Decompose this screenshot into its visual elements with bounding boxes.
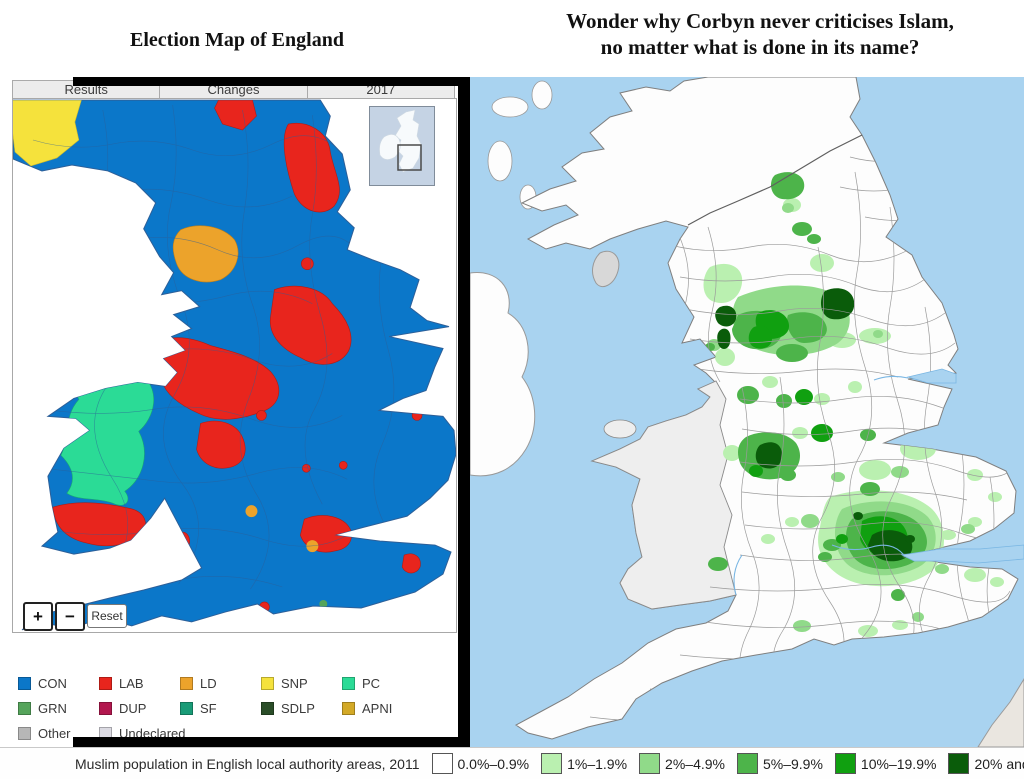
population-range-label: 2%–4.9% [665,755,725,772]
population-legend-item: 10%–19.9% [834,753,937,774]
region-other [155,296,172,313]
party-color-swatch [342,677,355,690]
party-color-swatch [99,727,112,740]
population-legend-item: 0.0%–0.9% [431,753,530,774]
population-map-panel [469,76,1024,748]
party-label: SNP [281,676,308,691]
population-map-canvas [469,76,1024,748]
population-range-label: 20% and more [974,755,1024,772]
estuaries [900,368,1024,564]
population-color-swatch [639,753,661,774]
party-label: LD [200,676,217,691]
zoom-out-button[interactable]: − [55,602,85,631]
map-tab[interactable]: Results [13,81,161,98]
population-legend-item: 2%–4.9% [639,753,725,774]
map-tab[interactable]: 2017 [307,81,454,98]
region-snp [13,100,84,167]
population-legend-title: Muslim population in English local autho… [75,755,420,772]
right-map-caption: Wonder why Corbyn never criticises Islam… [505,8,1015,60]
election-map-panel: + − Reset [12,98,457,633]
population-range-label: 5%–9.9% [762,755,823,772]
party-color-swatch [180,702,193,715]
ireland-land [469,272,536,477]
isle-of-man [592,250,620,287]
rivers [733,375,909,596]
reset-button[interactable]: Reset [87,604,127,628]
region-ld [172,225,239,283]
party-legend-item: SF [180,696,261,721]
regions-labour [52,100,445,613]
party-color-swatch [99,702,112,715]
national-borders [687,134,863,226]
party-legend-item: Undeclared [99,721,186,746]
party-color-swatch [261,677,274,690]
party-legend-item: SDLP [261,696,342,721]
locator-england-highlight [397,144,422,171]
map-tab[interactable]: Changes [160,81,308,98]
party-legend-item: LD [180,671,261,696]
population-range-label: 0.0%–0.9% [457,755,530,772]
uk-locator-inset [369,106,435,186]
zoom-in-button[interactable]: + [23,602,53,631]
population-range-label: 10%–19.9% [860,755,937,772]
region-grn [319,599,328,608]
election-map-canvas[interactable] [13,99,456,632]
population-legend-items: 0.0%–0.9% 1%–1.9% 2%–4.9% 5%–9.9% [420,753,1024,774]
map-tab-label: Changes [207,82,260,97]
population-legend-bar: Muslim population in English local autho… [0,747,1024,779]
wales-excluded [590,380,737,610]
party-label: SF [200,701,217,716]
party-legend-item: LAB [99,671,180,696]
population-legend-item: 5%–9.9% [736,753,823,774]
party-color-swatch [18,727,31,740]
party-color-swatch [18,702,31,715]
map-tab-label: 2017 [366,82,396,97]
region-yellow-dot [177,548,184,555]
party-legend-item: CON [18,671,99,696]
party-label: SDLP [281,701,315,716]
caption-line-2: no matter what is done in its name? [600,35,920,59]
party-color-swatch [261,702,274,715]
party-color-swatch [180,677,193,690]
population-range-label: 1%–1.9% [567,755,628,772]
party-color-swatch [99,677,112,690]
population-color-swatch [948,753,970,774]
party-label: APNI [362,701,393,716]
party-legend-item: SNP [261,671,342,696]
caption-line-1: Wonder why Corbyn never criticises Islam… [566,9,954,33]
population-legend-item: 20% and more [948,753,1024,774]
anglesey [603,419,637,439]
party-legend-item: GRN [18,696,99,721]
party-legend-item: DUP [99,696,180,721]
party-label: GRN [38,701,67,716]
party-color-swatch [342,702,355,715]
locator-landmasses [379,109,422,173]
election-map-tabbar: Results Changes 2017 [12,80,455,99]
party-label: LAB [119,676,144,691]
population-legend-item: 1%–1.9% [541,753,627,774]
party-label: PC [362,676,381,691]
party-label: Undeclared [119,726,186,741]
party-legend-item: PC [342,671,423,696]
population-color-swatch [541,753,563,774]
party-label: DUP [119,701,147,716]
party-color-swatch [18,677,31,690]
party-label: Other [38,726,71,741]
party-legend: CON LAB LD SNP PC GR [18,671,488,746]
population-color-swatch [736,753,758,774]
map-tab-label: Results [64,82,108,97]
france-land [977,678,1024,748]
population-color-swatch [834,753,856,774]
party-legend-item: APNI [342,696,423,721]
party-legend-item: Other [18,721,99,746]
party-label: CON [38,676,67,691]
population-color-swatch [431,753,453,774]
left-map-title: Election Map of England [130,29,344,51]
